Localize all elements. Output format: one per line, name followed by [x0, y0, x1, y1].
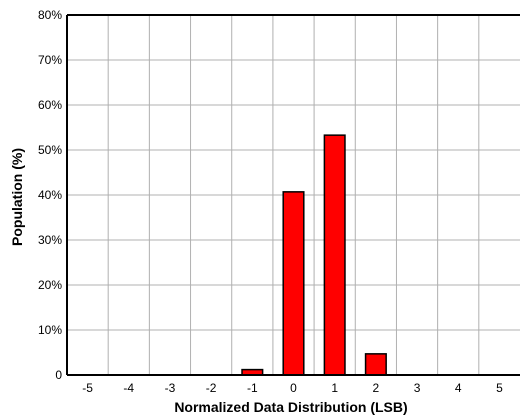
x-tick-label: -5: [82, 381, 93, 395]
y-tick-label: 20%: [38, 278, 62, 292]
y-tick-label: 40%: [38, 188, 62, 202]
y-tick-label: 60%: [38, 98, 62, 112]
x-tick-label: 3: [414, 381, 421, 395]
bar-0: [282, 191, 305, 376]
y-tick-label: 30%: [38, 233, 62, 247]
y-tick-label: 0: [55, 368, 62, 382]
x-axis-title: Normalized Data Distribution (LSB): [174, 399, 407, 415]
y-tick-label: 70%: [38, 53, 62, 67]
x-tick-label: 1: [331, 381, 338, 395]
plot-frame: [66, 14, 520, 376]
x-tick-label: -4: [123, 381, 134, 395]
bar-1: [323, 134, 346, 376]
x-tick-label: 4: [455, 381, 462, 395]
x-tick-label: 2: [373, 381, 380, 395]
y-tick-label: 50%: [38, 143, 62, 157]
bar-2: [364, 353, 387, 376]
x-tick-label: -1: [247, 381, 258, 395]
x-tick-label: -2: [206, 381, 217, 395]
x-tick-label: -3: [165, 381, 176, 395]
y-axis-title: Population (%): [9, 148, 25, 246]
x-tick-label: 5: [496, 381, 503, 395]
tick-labels: 0 10% 20% 30% 40% 50% 60% 70% 80% -5 -4 -3 -2 -1 0 1 2 3 4…: [38, 8, 503, 395]
y-tick-label: 10%: [38, 323, 62, 337]
grid-lines: [67, 15, 520, 375]
y-tick-label: 80%: [38, 8, 62, 22]
x-tick-label: 0: [290, 381, 297, 395]
